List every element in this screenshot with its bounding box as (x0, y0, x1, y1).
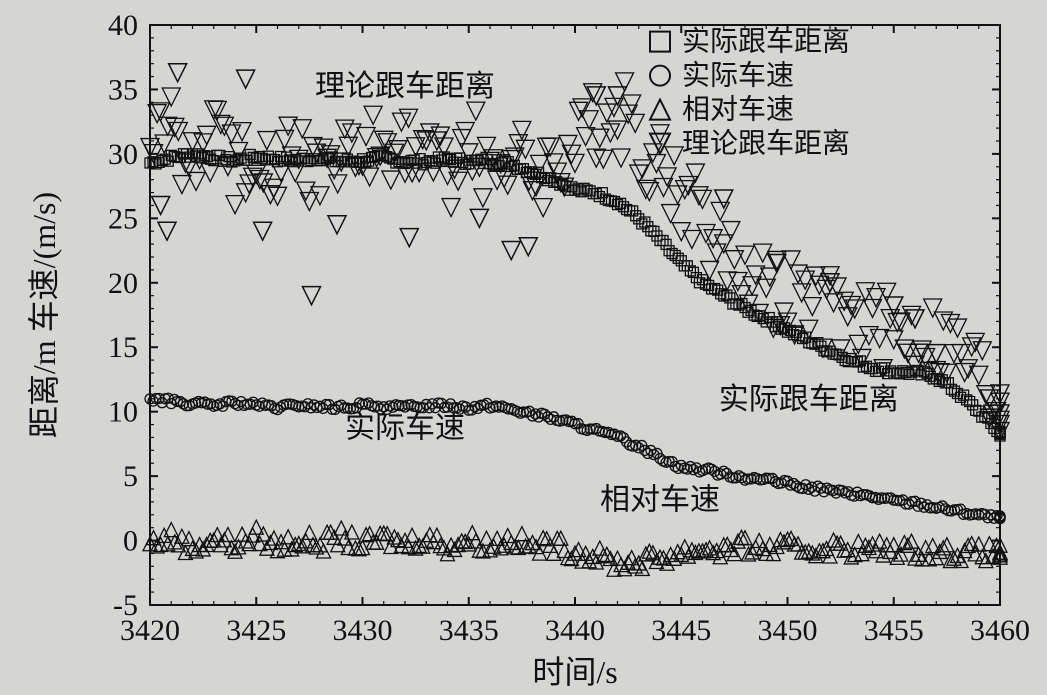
y-tick-label: 15 (108, 331, 138, 364)
y-tick-label: 5 (123, 460, 138, 493)
annotation-label: 实际车速 (345, 411, 465, 444)
annotation-label: 理论跟车距离 (315, 70, 495, 103)
y-tick-label: 25 (108, 202, 138, 235)
y-tick-label: 10 (108, 396, 138, 429)
legend-label: 实际车速 (682, 60, 794, 92)
x-axis-label: 时间/s (532, 654, 617, 690)
y-tick-label: 20 (108, 267, 138, 300)
legend-label: 相对车速 (682, 94, 794, 126)
legend-label: 理论跟车距离 (682, 128, 850, 160)
y-axis-label: 距离/m 车速/(m/s) (26, 192, 62, 438)
y-tick-label: 35 (108, 73, 138, 106)
x-tick-label: 3450 (758, 614, 818, 647)
chart-container: 342034253430343534403445345034553460-505… (0, 0, 1047, 695)
y-tick-label: -5 (113, 589, 138, 622)
y-tick-label: 30 (108, 138, 138, 171)
x-tick-label: 3445 (651, 614, 711, 647)
x-tick-label: 3430 (333, 614, 393, 647)
x-tick-label: 3460 (970, 614, 1030, 647)
legend-label: 实际跟车距离 (682, 26, 850, 58)
x-tick-label: 3435 (439, 614, 499, 647)
x-tick-label: 3425 (226, 614, 286, 647)
x-tick-label: 3440 (545, 614, 605, 647)
chart-svg: 342034253430343534403445345034553460-505… (0, 0, 1047, 695)
annotation-label: 相对车速 (600, 484, 720, 517)
y-tick-label: 0 (123, 525, 138, 558)
y-tick-label: 40 (108, 9, 138, 42)
annotation-label: 实际跟车距离 (719, 383, 899, 416)
x-tick-label: 3455 (864, 614, 924, 647)
